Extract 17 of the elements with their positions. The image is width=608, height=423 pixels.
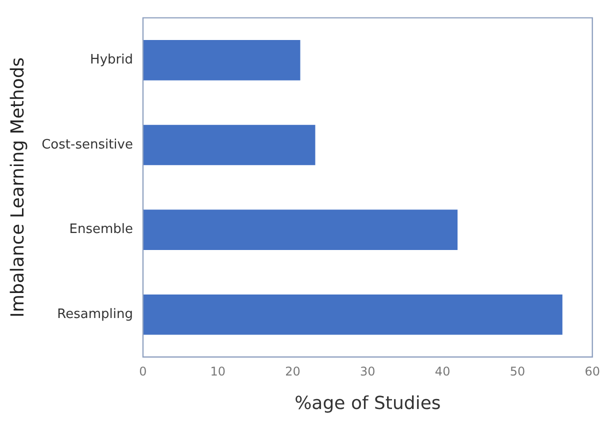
y-tick-label: Resampling [57, 306, 133, 322]
y-axis-title: Imbalance Learning Methods [7, 57, 28, 318]
x-tick-label: 60 [584, 364, 600, 378]
x-tick-label: 10 [210, 364, 226, 378]
bar [142, 210, 458, 250]
x-tick-label: 30 [360, 364, 376, 378]
x-tick-label: 40 [434, 364, 450, 378]
x-axis-title: %age of Studies [294, 392, 441, 414]
bar [142, 294, 562, 335]
x-tick-label: 50 [510, 364, 526, 378]
x-tick-label: 0 [139, 364, 147, 378]
y-tick-label: Ensemble [69, 222, 133, 238]
y-tick-label: Cost-sensitive [42, 137, 133, 152]
x-tick-label: 20 [285, 364, 300, 378]
bar [142, 40, 300, 80]
bar [142, 124, 316, 166]
y-tick-label: Hybrid [90, 52, 133, 68]
